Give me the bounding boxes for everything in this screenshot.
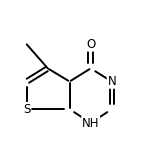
Text: S: S (23, 103, 30, 116)
Text: NH: NH (82, 117, 99, 130)
Text: N: N (107, 75, 116, 88)
Text: O: O (86, 38, 95, 51)
